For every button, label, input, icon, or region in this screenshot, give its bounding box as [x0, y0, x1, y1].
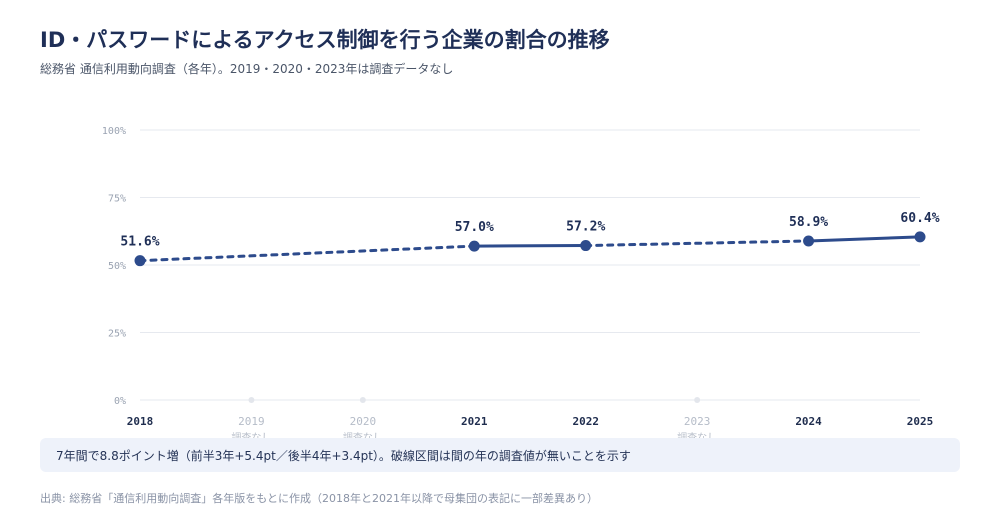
x-tick-label: 2021: [461, 415, 488, 428]
summary-note: 7年間で8.8ポイント増（前半3年+5.4pt／後半4年+3.4pt）。破線区間…: [40, 438, 960, 472]
data-label: 60.4%: [900, 211, 939, 226]
y-tick-label: 25%: [108, 329, 126, 340]
summary-note-text: 7年間で8.8ポイント増（前半3年+5.4pt／後半4年+3.4pt）。破線区間…: [56, 449, 631, 463]
chart-title: ID・パスワードによるアクセス制御を行う企業の割合の推移: [40, 28, 610, 52]
x-tick-label: 2019: [238, 415, 265, 428]
chart-subtitle: 総務省 通信利用動向調査（各年）。2019・2020・2023年は調査データなし: [40, 62, 454, 76]
missing-marker: [694, 397, 701, 403]
missing-label: 調査なし: [677, 431, 717, 440]
missing-marker: [248, 397, 255, 403]
data-label: 51.6%: [120, 235, 159, 250]
x-tick-label: 2020: [350, 415, 377, 428]
data-label: 57.0%: [455, 220, 494, 235]
x-tick-label: 2025: [907, 415, 934, 428]
series-segment: [807, 235, 922, 243]
y-tick-label: 50%: [108, 261, 126, 272]
source-note: 出典: 総務省「通信利用動向調査」各年版をもとに作成（2018年と2021年以降…: [40, 492, 598, 505]
series-segment: [472, 244, 588, 248]
missing-marker: [359, 397, 366, 403]
x-tick-label: 2018: [127, 415, 154, 428]
y-tick-label: 75%: [108, 194, 126, 205]
data-point: [134, 255, 146, 267]
series-segment-dashed: [138, 244, 476, 263]
y-tick-label: 0%: [114, 396, 126, 407]
data-point: [468, 240, 480, 252]
data-point: [580, 240, 592, 252]
line-chart: 0% 25% 50% 75% 100% 51.6% 2018 2019 調査なし 2020 調査なし…: [102, 126, 940, 440]
series-segment-dashed: [584, 239, 811, 248]
x-tick-label: 2022: [572, 415, 599, 428]
missing-label: 調査なし: [231, 431, 271, 440]
missing-label: 調査なし: [343, 431, 383, 440]
data-label: 58.9%: [789, 215, 828, 230]
data-point: [914, 231, 926, 243]
data-point: [803, 235, 815, 247]
x-tick-label: 2023: [684, 415, 711, 428]
x-tick-label: 2024: [795, 415, 822, 428]
y-tick-label: 100%: [102, 126, 126, 137]
data-label: 57.2%: [566, 220, 605, 235]
